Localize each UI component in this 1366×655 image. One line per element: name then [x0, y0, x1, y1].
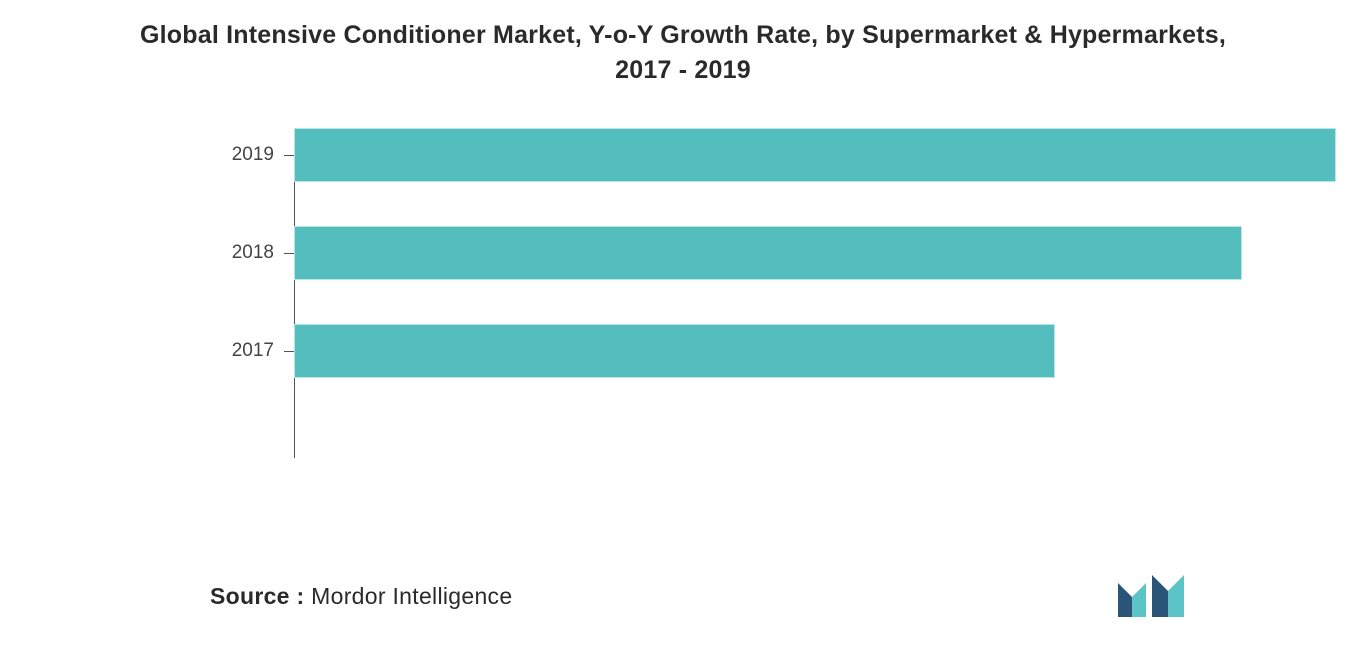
bar-row: 2019 — [210, 128, 1336, 182]
chart-title: Global Intensive Conditioner Market, Y-o… — [0, 18, 1366, 88]
bar-row: 2018 — [210, 226, 1336, 280]
brand-logo-icon — [1118, 575, 1196, 617]
y-tick-mark — [284, 351, 294, 352]
source-label: Source : — [210, 583, 304, 609]
y-tick-mark — [284, 253, 294, 254]
y-tick-mark — [284, 155, 294, 156]
bar-row: 2017 — [210, 324, 1336, 378]
y-tick-label: 2017 — [210, 340, 284, 362]
chart-plot-area: 2019 2018 2017 — [210, 128, 1336, 458]
source-attribution: Source : Mordor Intelligence — [210, 583, 512, 610]
bar-fill — [294, 324, 1055, 378]
bar-track — [294, 128, 1336, 182]
source-name: Mordor Intelligence — [311, 583, 512, 609]
bar-fill — [294, 128, 1336, 182]
bar-fill — [294, 226, 1242, 280]
bar-track — [294, 324, 1336, 378]
chart-container: Global Intensive Conditioner Market, Y-o… — [0, 0, 1366, 655]
bar-track — [294, 226, 1336, 280]
y-tick-label: 2018 — [210, 242, 284, 264]
y-tick-label: 2019 — [210, 144, 284, 166]
chart-footer: Source : Mordor Intelligence — [210, 575, 1196, 617]
